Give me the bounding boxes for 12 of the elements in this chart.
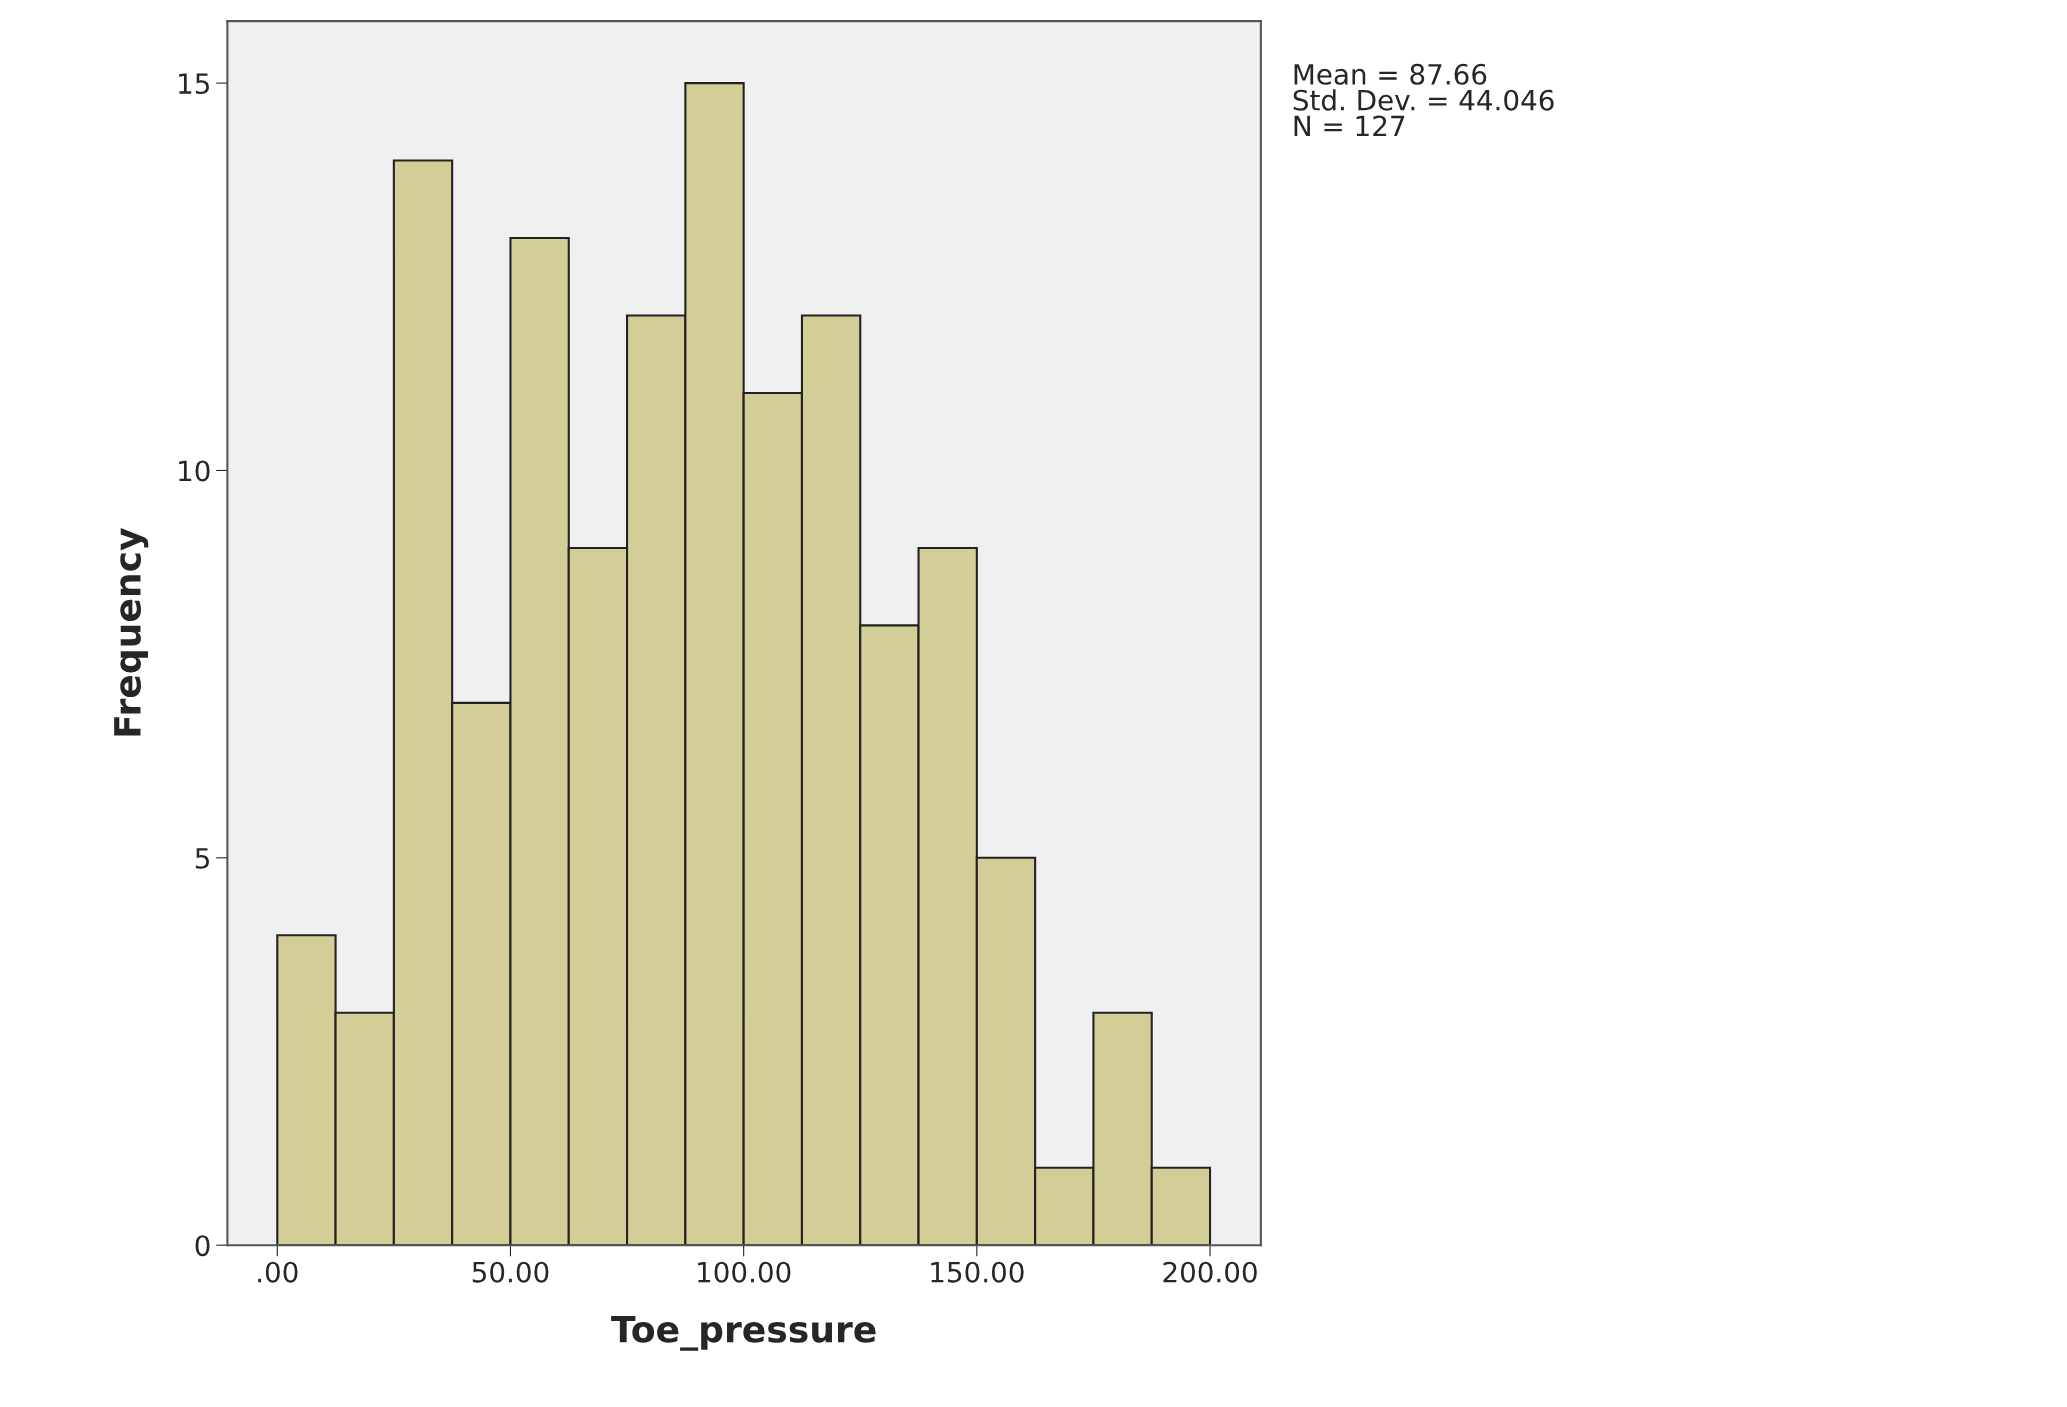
x-tick-label: 200.00 xyxy=(1163,1261,1257,1283)
x-tick-label: 100.00 xyxy=(698,1261,791,1283)
x-tick-label: 50.00 xyxy=(472,1261,549,1283)
x-tick-label: 150.00 xyxy=(931,1261,1024,1283)
y-tick-label: 0 xyxy=(195,1235,210,1257)
text: Mean = 87.66 Std. Dev. = 44.046 N = 127 xyxy=(1293,63,1554,137)
x-axis-title: Toe_pressure xyxy=(611,1315,876,1351)
y-axis-title: Frequency xyxy=(114,528,149,736)
y-tick-label: 15 xyxy=(179,73,209,95)
y-tick-label: 5 xyxy=(195,848,209,869)
y-tick-label: 10 xyxy=(179,460,210,482)
x-tick-label: .00 xyxy=(258,1261,298,1283)
